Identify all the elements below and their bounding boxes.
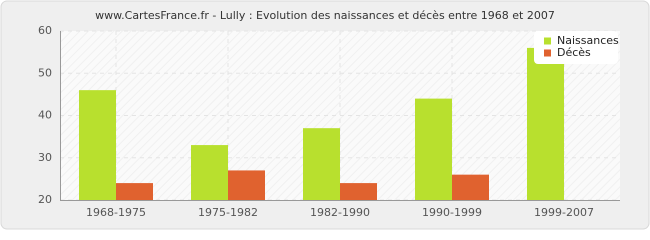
bar: [191, 145, 228, 200]
legend: [534, 31, 618, 64]
bar: [116, 183, 153, 200]
x-tick-label: 1982-1990: [310, 206, 370, 219]
chart-title: www.CartesFrance.fr - Lully : Evolution …: [95, 9, 555, 22]
bar: [79, 90, 116, 200]
legend-swatch: [544, 37, 551, 45]
legend-label: Décès: [557, 46, 591, 59]
x-tick-label: 1990-1999: [422, 206, 482, 219]
bar: [303, 128, 340, 200]
bar: [340, 183, 377, 200]
y-tick-label: 30: [38, 151, 52, 164]
bar: [228, 170, 265, 200]
x-tick-label: 1999-2007: [534, 206, 594, 219]
y-tick-label: 60: [38, 24, 52, 37]
y-tick-label: 50: [38, 66, 52, 79]
bar: [527, 47, 564, 201]
legend-label: Naissances: [557, 34, 619, 47]
y-tick-label: 40: [38, 109, 52, 122]
bar: [452, 174, 489, 200]
bar: [415, 98, 452, 200]
chart: www.CartesFrance.fr - Lully : Evolution …: [0, 0, 650, 230]
x-tick-label: 1968-1975: [86, 206, 146, 219]
x-tick-label: 1975-1982: [198, 206, 258, 219]
y-tick-label: 20: [38, 193, 52, 206]
legend-swatch: [544, 49, 551, 57]
